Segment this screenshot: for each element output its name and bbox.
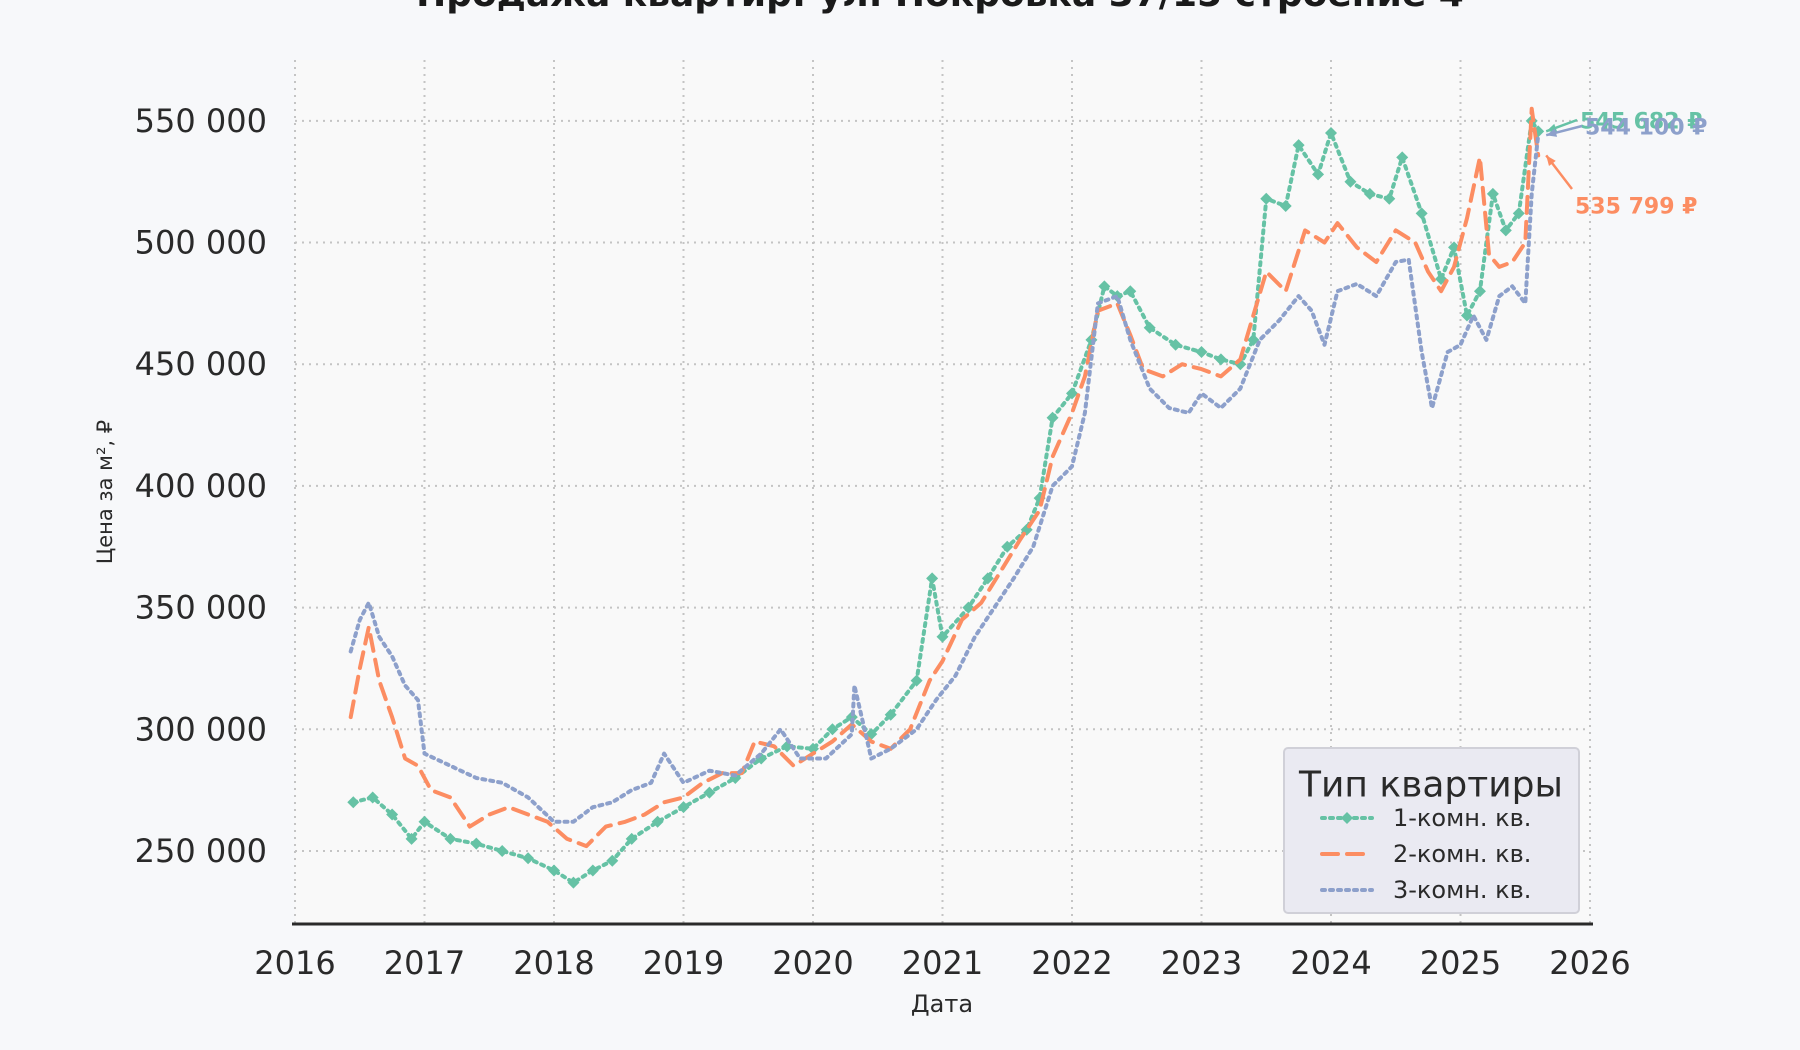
series-1-marker	[1499, 224, 1512, 237]
series-line-2	[348, 106, 1541, 849]
series-1-marker	[1325, 127, 1337, 140]
x-tick-label: 2018	[513, 944, 594, 982]
series-1-marker	[1169, 338, 1182, 351]
series-1-marker	[1098, 280, 1111, 293]
legend-items: 1-комн. кв. 2-комн. кв. 3-комн. кв.	[1320, 804, 1531, 904]
series-1-marker	[548, 864, 560, 877]
y-tick-label: 250 000	[135, 832, 267, 870]
series-line-1	[351, 118, 1541, 885]
y-tick-label: 550 000	[135, 102, 267, 140]
y-tick-label: 450 000	[135, 345, 267, 383]
series-1-marker	[1383, 192, 1396, 205]
y-axis-title: Цена за м², ₽	[93, 420, 117, 564]
y-tick-label: 350 000	[135, 589, 267, 627]
legend-marker	[1341, 812, 1353, 824]
series-1-marker	[470, 837, 483, 850]
x-tick-label: 2021	[902, 944, 983, 982]
annotation-label: 545 682 ₽	[1580, 110, 1702, 135]
series-1-marker	[1292, 139, 1305, 152]
series-1-marker	[1363, 187, 1376, 200]
series-1-marker	[1512, 207, 1525, 220]
x-tick-label: 2025	[1420, 944, 1501, 982]
annotation-arrowhead	[1546, 155, 1556, 167]
series-1-marker	[1260, 192, 1273, 205]
series-1-marker	[677, 801, 690, 814]
annotation-arrowhead	[1546, 128, 1558, 137]
series-1-marker	[386, 808, 399, 821]
series-1-marker	[625, 832, 638, 845]
series-1-marker	[1396, 151, 1409, 164]
y-tick-label: 300 000	[135, 710, 267, 748]
series-1-marker	[1195, 346, 1208, 359]
series-1-marker	[347, 796, 360, 809]
series-1-marker	[1279, 200, 1292, 213]
end-value-annotations: 545 682 ₽544 100 ₽ 535 799 ₽	[1545, 110, 1707, 220]
series-1-marker	[522, 852, 535, 865]
series-1-marker	[962, 601, 975, 614]
chart-title: Продажа квартир: ул. Покровка 37/15 стро…	[416, 0, 1464, 15]
legend-title: Тип квартиры	[1298, 765, 1563, 806]
x-tick-label: 2016	[254, 944, 335, 982]
series-1-marker	[1312, 168, 1325, 181]
series-1-marker	[807, 742, 819, 755]
series-1-marker	[418, 815, 431, 828]
series-1-marker	[1001, 540, 1014, 553]
legend-label: 1-комн. кв.	[1393, 804, 1531, 832]
legend-box	[1283, 747, 1580, 914]
series-1-marker	[826, 723, 839, 736]
series-1-marker	[1046, 411, 1059, 424]
series-1-marker	[910, 674, 923, 687]
series-1-marker	[496, 844, 509, 857]
y-tick-label: 400 000	[135, 467, 267, 505]
series-layer	[347, 106, 1545, 889]
series-1-marker	[606, 854, 619, 867]
series-1-marker	[926, 572, 939, 585]
x-tick-label: 2017	[384, 944, 465, 982]
legend-label: 3-комн. кв.	[1393, 876, 1531, 904]
x-tick-label: 2024	[1290, 944, 1371, 982]
series-1-marker	[1473, 285, 1486, 298]
annotation-label: 535 799 ₽	[1575, 195, 1697, 220]
series-1-marker	[405, 832, 418, 845]
x-tick-label: 2023	[1161, 944, 1242, 982]
series-1-marker	[651, 815, 664, 828]
series-1-marker	[1415, 207, 1428, 220]
series-1-marker	[567, 876, 580, 889]
x-tick-label: 2022	[1031, 944, 1112, 982]
series-1-marker	[1486, 187, 1499, 200]
x-tick-labels: 2016 2017 2018 2019 2020 2021 2022 2023 2024 2025…	[254, 944, 1630, 982]
series-1-marker	[1344, 175, 1357, 188]
legend-label: 2-комн. кв.	[1393, 840, 1531, 868]
series-1-marker	[703, 786, 716, 799]
series-1-marker	[1214, 353, 1227, 366]
series-1-marker	[1247, 333, 1260, 346]
series-1-marker	[586, 864, 599, 877]
series-1-marker	[444, 832, 457, 845]
series-line-3	[348, 133, 1541, 824]
series-1-marker	[1124, 285, 1137, 298]
series-1-marker	[1066, 387, 1078, 400]
legend: Тип квартиры 1-комн. кв. 2-комн. кв. 3-ком…	[1283, 747, 1580, 914]
series-1-marker	[884, 708, 897, 721]
x-tick-label: 2019	[643, 944, 724, 982]
x-tick-label: 2026	[1549, 944, 1630, 982]
series-1-marker	[981, 572, 994, 585]
series-1-marker	[366, 791, 379, 804]
annotation-label: 544 100 ₽	[1585, 116, 1707, 141]
series-1-marker	[1143, 321, 1156, 334]
y-tick-label: 500 000	[135, 224, 267, 262]
series-1-marker	[936, 630, 949, 643]
x-axis-title: Дата	[911, 990, 973, 1018]
y-tick-labels: 250 000 300 000 350 000 400 000 450 000 500 0…	[135, 102, 267, 870]
x-tick-label: 2020	[772, 944, 853, 982]
